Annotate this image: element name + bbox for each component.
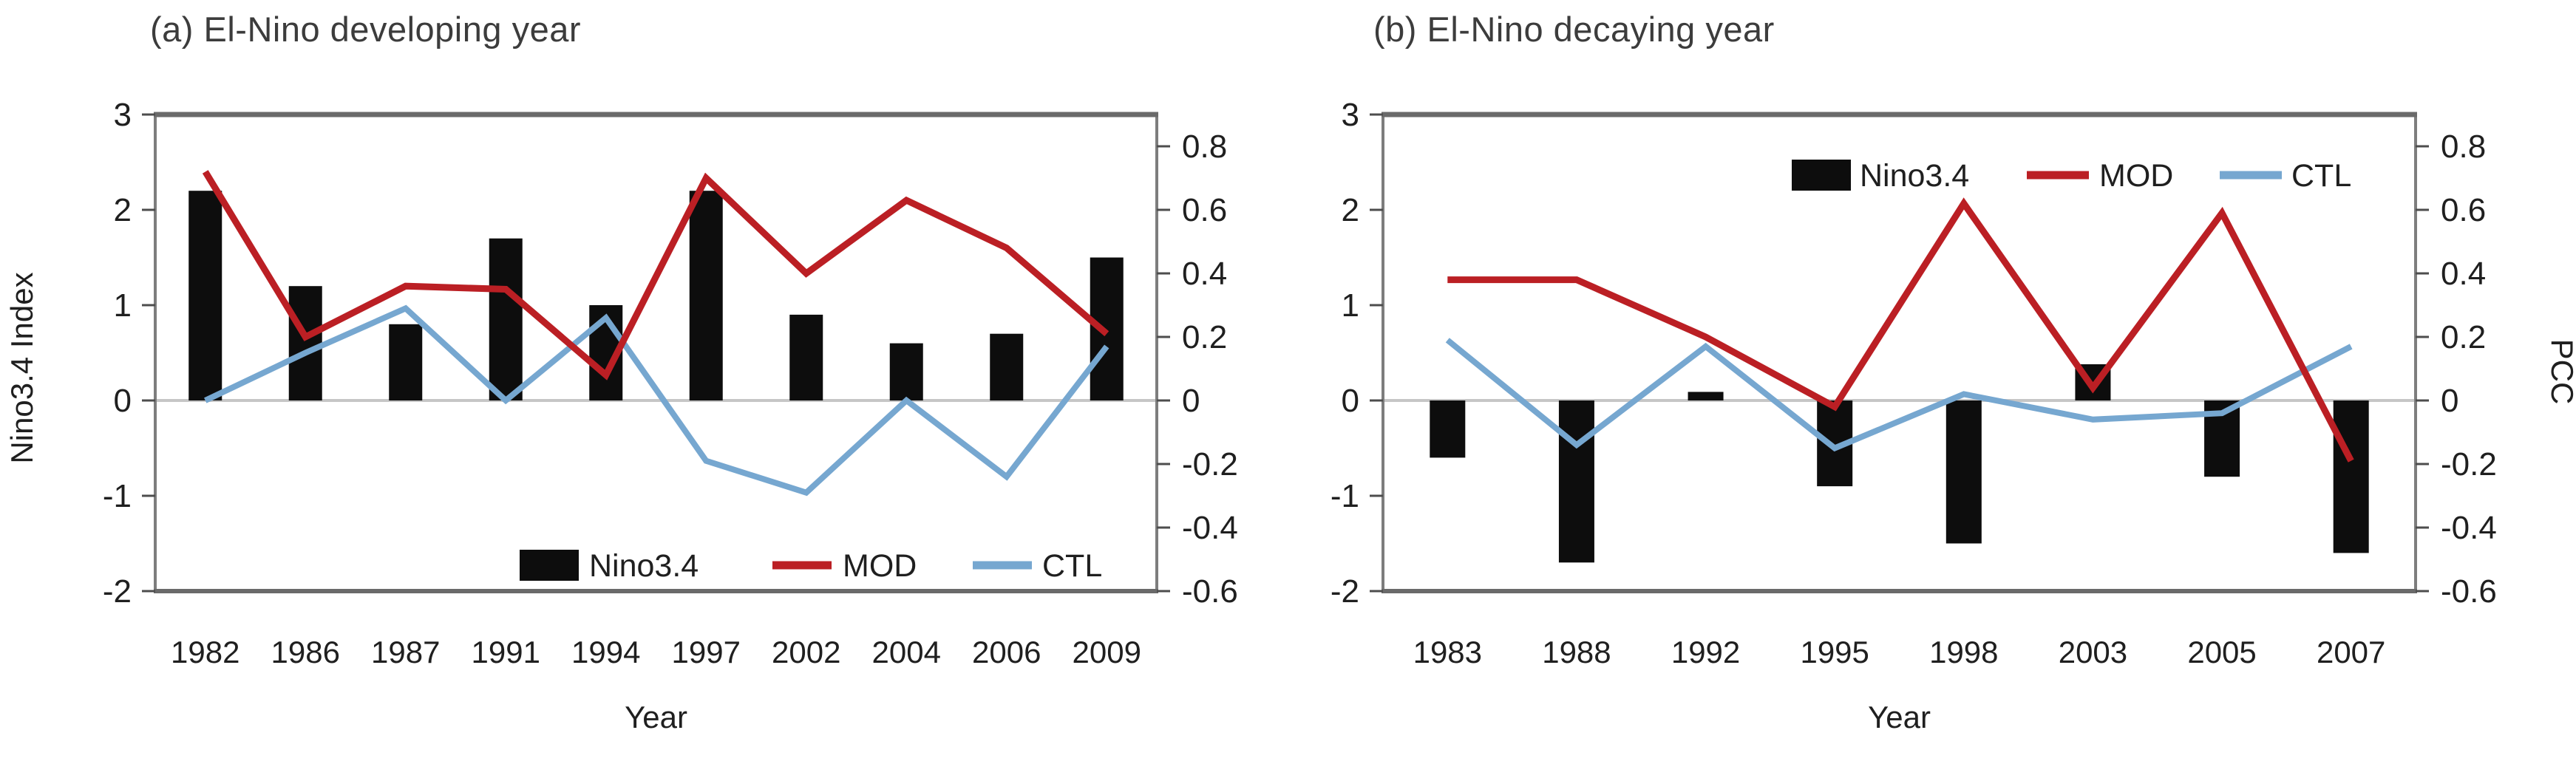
panel-b-ctl-line [1445, 338, 2353, 452]
panel-b-legend-label-nino34: Nino3.4 [1860, 158, 1969, 194]
panel-a-ylabel-left: Nino3.4 Index [4, 272, 39, 463]
panel-a-x-tick-label: 2002 [772, 635, 840, 669]
panel-a-x-tick-label: 1997 [672, 635, 741, 669]
panel-b-mod-line [1447, 197, 2354, 463]
panel-a-x-tick-label: 2006 [972, 635, 1041, 669]
panel-a-left-tick-label: -2 [103, 573, 132, 610]
panel-a-right-tick-label: -0.6 [1182, 573, 1238, 610]
panel-a-right-tick-label: 0.6 [1182, 192, 1227, 228]
panel-b-legend-label-mod: MOD [2099, 158, 2173, 194]
panel-b-right-tick-label: -0.2 [2441, 446, 2497, 482]
panel-a-mod-line [202, 170, 1109, 381]
panel-b-legend-label-ctl: CTL [2291, 158, 2351, 194]
panel-a-legend-label-nino34: Nino3.4 [589, 548, 699, 584]
panel-b-left-tick-label: 3 [1342, 97, 1359, 133]
panel-a-bar-2004 [889, 343, 923, 400]
panel-a-left-tick-label: 0 [114, 383, 132, 419]
panel-b-x-tick-label: 1983 [1413, 635, 1482, 669]
panel-b-x-tick-label: 1995 [1800, 635, 1869, 669]
panel-a-x-tick-label: 1982 [171, 635, 239, 669]
panel-a-bar-1982 [188, 191, 222, 400]
panel-a-x-tick-label: 2004 [872, 635, 941, 669]
panel-a-left-tick-label: 3 [114, 97, 132, 133]
panel-a-right-tick-label: 0.8 [1182, 129, 1227, 165]
panel-a-right-tick-label: -0.4 [1182, 510, 1238, 546]
panel-a-title: (a) El-Nino developing year [150, 10, 582, 49]
panel-a-legend-label-mod: MOD [843, 548, 917, 584]
panel-a-right-tick-label: 0.2 [1182, 319, 1227, 355]
panel-a-ctl-line [204, 304, 1109, 497]
panel-a-bar-2002 [789, 314, 823, 400]
panel-b-left-tick-label: -1 [1331, 478, 1359, 514]
panel-b-bar-1992 [1688, 392, 1724, 400]
panel-b-x-tick-label: 1998 [1929, 635, 1998, 669]
panel-b-x-tick-label: 1988 [1542, 635, 1611, 669]
panel-a-right-tick-label: 0.4 [1182, 256, 1227, 292]
panel-b-right-tick-label: 0.4 [2441, 256, 2486, 292]
panel-b-right-tick-label: 0.8 [2441, 129, 2486, 165]
panel-b-x-tick-label: 2005 [2187, 635, 2256, 669]
panel-b-xlabel: Year [1868, 700, 1931, 734]
panel-a-bar-1987 [389, 324, 423, 400]
panel-b-bar-1983 [1430, 400, 1466, 458]
panel-b-bar-2007 [2333, 400, 2369, 553]
panel-a-left-tick-label: -1 [103, 478, 132, 514]
panel-b-right-tick-label: -0.6 [2441, 573, 2497, 610]
panel-a-x-tick-label: 1987 [371, 635, 440, 669]
panel-b-ylabel-right: PCC [2545, 339, 2576, 405]
panel-a-left-tick-label: 1 [114, 287, 132, 324]
panel-a-x-tick-label: 1986 [271, 635, 340, 669]
panel-a-bar-2006 [990, 333, 1024, 400]
panel-a-x-tick-label: 2009 [1073, 635, 1141, 669]
panel-b-x-tick-label: 1992 [1671, 635, 1740, 669]
panel-a-bar-1991 [489, 238, 523, 400]
panel-b-left-tick-label: 0 [1342, 383, 1359, 419]
panel-a-bar-1986 [288, 286, 322, 400]
panel-b-left-tick-label: 2 [1342, 192, 1359, 228]
panel-a-bar-2009 [1090, 257, 1124, 400]
panel-b-x-tick-label: 2003 [2059, 635, 2127, 669]
panel-a-legend-label-ctl: CTL [1042, 548, 1102, 584]
panel-a-legend-swatch-nino34 [520, 550, 579, 581]
panel-a-xlabel: Year [625, 700, 687, 734]
panel-b-left-tick-label: 1 [1342, 287, 1359, 324]
panel-a-right-tick-label: 0 [1182, 383, 1200, 419]
panel-b-right-tick-label: -0.4 [2441, 510, 2497, 546]
panel-b-legend-swatch-nino34 [1792, 160, 1851, 191]
panel-b-right-tick-label: 0.2 [2441, 319, 2486, 355]
panel-b-x-tick-label: 2007 [2317, 635, 2385, 669]
panel-a-right-tick-label: -0.2 [1182, 446, 1238, 482]
panel-a-bar-1997 [689, 191, 723, 400]
panel-a-left-tick-label: 2 [114, 192, 132, 228]
panel-b-bar-1998 [1945, 400, 1982, 544]
panel-a-x-tick-label: 1991 [472, 635, 540, 669]
panel-b-right-tick-label: 0 [2441, 383, 2458, 419]
panel-b-bar-1988 [1558, 400, 1594, 563]
panel-b-title: (b) El-Nino decaying year [1373, 10, 1775, 49]
panel-b-right-tick-label: 0.6 [2441, 192, 2486, 228]
panel-b-left-tick-label: -2 [1331, 573, 1359, 610]
panel-a-x-tick-label: 1994 [571, 635, 640, 669]
